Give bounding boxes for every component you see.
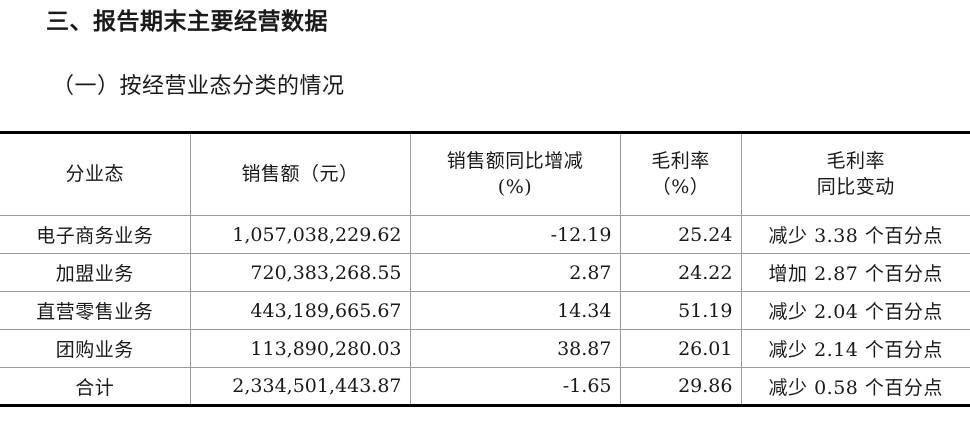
column-header-sales-yoy: 销售额同比增减 (%) <box>410 132 621 216</box>
cell-gross-margin-change: 减少 2.14 个百分点 <box>741 329 970 368</box>
cell-sales-yoy: 38.87 <box>410 329 621 368</box>
cell-sales: 113,890,280.03 <box>190 329 411 368</box>
table-row: 加盟业务 720,383,268.55 2.87 24.22 增加 2.87 个… <box>0 253 970 292</box>
column-header-sales: 销售额（元） <box>190 132 411 216</box>
cell-sales: 1,057,038,229.62 <box>190 215 411 254</box>
cell-category: 团购业务 <box>0 329 191 368</box>
cell-sales: 443,189,665.67 <box>190 291 411 330</box>
column-header-gross-margin: 毛利率 （%） <box>620 132 742 216</box>
column-header-category: 分业态 <box>0 132 191 216</box>
cell-category: 加盟业务 <box>0 253 191 292</box>
section-heading: 三、报告期末主要经营数据 <box>46 8 328 35</box>
cell-category: 合计 <box>0 367 191 406</box>
cell-gross-margin: 51.19 <box>620 291 742 330</box>
cell-gross-margin-change: 减少 0.58 个百分点 <box>741 367 970 406</box>
table-row: 团购业务 113,890,280.03 38.87 26.01 减少 2.14 … <box>0 329 970 368</box>
table-body: 电子商务业务 1,057,038,229.62 -12.19 25.24 减少 … <box>0 215 970 406</box>
cell-category: 电子商务业务 <box>0 215 191 254</box>
operating-data-table-container: 分业态 销售额（元） 销售额同比增减 (%) 毛利率 （%） 毛利率 <box>0 131 970 407</box>
cell-sales-yoy: -1.65 <box>410 367 621 406</box>
cell-sales: 720,383,268.55 <box>190 253 411 292</box>
column-header-gross-margin-change: 毛利率 同比变动 <box>741 132 970 216</box>
column-header-sales-yoy-line1: 销售额同比增减 <box>446 149 584 172</box>
cell-gross-margin: 24.22 <box>620 253 742 292</box>
column-header-gross-margin-line1: 毛利率 <box>651 149 710 172</box>
cell-gross-margin-change: 减少 2.04 个百分点 <box>741 291 970 330</box>
table-row-total: 合计 2,334,501,443.87 -1.65 29.86 减少 0.58 … <box>0 367 970 406</box>
cell-sales-yoy: 2.87 <box>410 253 621 292</box>
table-header-row: 分业态 销售额（元） 销售额同比增减 (%) 毛利率 （%） 毛利率 <box>0 132 970 216</box>
subsection-heading: （一）按经营业态分类的情况 <box>52 74 345 99</box>
cell-gross-margin-change: 增加 2.87 个百分点 <box>741 253 970 292</box>
cell-sales-yoy: -12.19 <box>410 215 621 254</box>
column-header-category-line1: 分业态 <box>65 162 124 185</box>
operating-data-table: 分业态 销售额（元） 销售额同比增减 (%) 毛利率 （%） 毛利率 <box>0 131 970 407</box>
cell-gross-margin: 29.86 <box>620 367 742 406</box>
table-header: 分业态 销售额（元） 销售额同比增减 (%) 毛利率 （%） 毛利率 <box>0 132 970 216</box>
cell-gross-margin-change: 减少 3.38 个百分点 <box>741 215 970 254</box>
cell-sales: 2,334,501,443.87 <box>190 367 411 406</box>
column-header-sales-line1: 销售额（元） <box>241 162 359 185</box>
column-header-gross-margin-line2: （%） <box>651 175 710 198</box>
cell-category: 直营零售业务 <box>0 291 191 330</box>
cell-sales-yoy: 14.34 <box>410 291 621 330</box>
column-header-sales-yoy-line2: (%) <box>497 175 533 198</box>
cell-gross-margin: 26.01 <box>620 329 742 368</box>
table-row: 电子商务业务 1,057,038,229.62 -12.19 25.24 减少 … <box>0 215 970 254</box>
column-header-gross-margin-change-line2: 同比变动 <box>816 175 895 198</box>
table-row: 直营零售业务 443,189,665.67 14.34 51.19 减少 2.0… <box>0 291 970 330</box>
column-header-gross-margin-change-line1: 毛利率 <box>826 149 885 172</box>
cell-gross-margin: 25.24 <box>620 215 742 254</box>
